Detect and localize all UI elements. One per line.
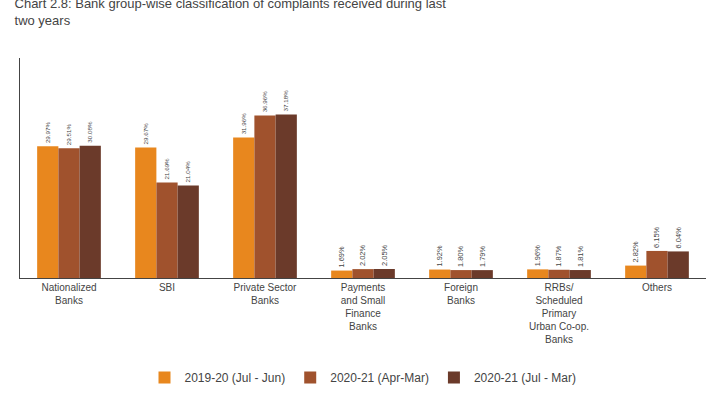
svg-text:1.69%: 1.69% (337, 246, 346, 268)
svg-text:2020-21 (Jul - Mar): 2020-21 (Jul - Mar) (474, 371, 576, 385)
svg-text:37.18%: 37.18% (282, 90, 289, 112)
svg-text:NationalizedBanks: NationalizedBanks (41, 282, 96, 306)
svg-text:29.97%: 29.97% (44, 121, 51, 143)
svg-text:2.05%: 2.05% (380, 244, 389, 266)
svg-text:31.96%: 31.96% (240, 113, 247, 135)
svg-text:ForeignBanks: ForeignBanks (444, 282, 478, 306)
svg-text:Private SectorBanks: Private SectorBanks (234, 282, 297, 306)
svg-text:21.04%: 21.04% (184, 161, 191, 183)
svg-text:6.04%: 6.04% (674, 227, 683, 249)
svg-text:1.87%: 1.87% (554, 245, 563, 267)
svg-text:1.96%: 1.96% (533, 245, 542, 267)
svg-text:21.69%: 21.69% (163, 158, 170, 180)
svg-text:2019-20 (Jul - Jun): 2019-20 (Jul - Jun) (185, 371, 286, 385)
svg-text:Chart 2.8: Bank group-wise cla: Chart 2.8: Bank group-wise classificatio… (15, 0, 447, 28)
svg-text:Paymentsand SmallFinanceBanks: Paymentsand SmallFinanceBanks (341, 282, 385, 332)
svg-text:29.67%: 29.67% (142, 123, 149, 145)
svg-text:1.81%: 1.81% (576, 245, 585, 267)
svg-text:30.08%: 30.08% (86, 121, 93, 143)
svg-text:2.82%: 2.82% (631, 241, 640, 263)
svg-text:1.80%: 1.80% (456, 246, 465, 268)
svg-text:1.79%: 1.79% (478, 246, 487, 268)
svg-text:29.51%: 29.51% (65, 124, 72, 146)
svg-text:2.02%: 2.02% (358, 245, 367, 267)
svg-text:SBI: SBI (159, 282, 175, 293)
svg-text:6.15%: 6.15% (652, 226, 661, 248)
svg-text:36.96%: 36.96% (261, 91, 268, 113)
svg-text:2020-21 (Apr-Mar): 2020-21 (Apr-Mar) (330, 371, 429, 385)
svg-text:Others: Others (642, 282, 672, 293)
svg-text:RRBs/ScheduledPrimaryUrban Co-: RRBs/ScheduledPrimaryUrban Co-op.Banks (529, 282, 589, 345)
svg-text:1.92%: 1.92% (435, 245, 444, 267)
